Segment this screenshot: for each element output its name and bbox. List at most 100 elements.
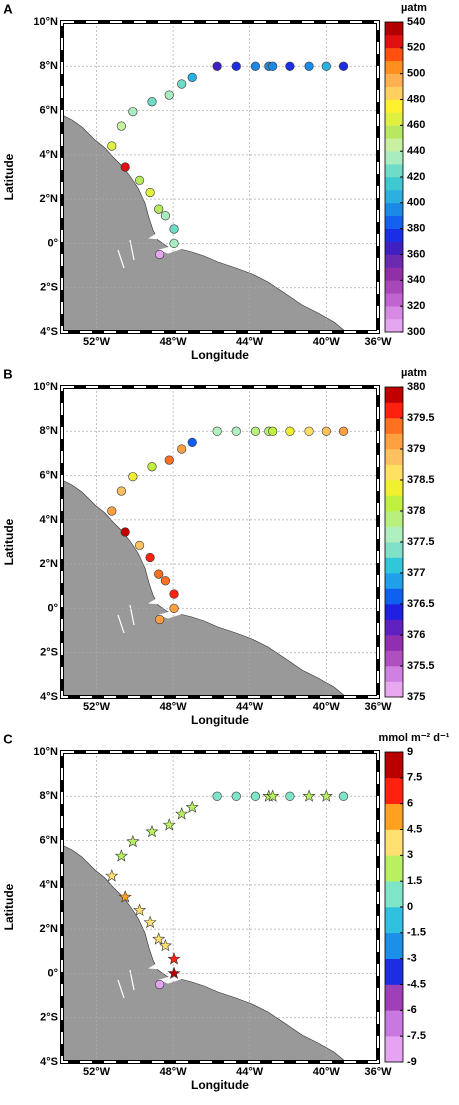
circle-marker	[116, 121, 126, 131]
star-marker	[162, 818, 176, 831]
circle-marker	[145, 552, 155, 563]
colorbar-swatch	[385, 984, 403, 1011]
colorbar-swatch	[385, 151, 403, 165]
circle-marker	[155, 979, 165, 990]
circle-marker	[338, 61, 349, 71]
colorbar-tick-label: 460	[407, 119, 425, 131]
star-marker	[145, 824, 159, 838]
colorbar-tick-label: -1.5	[407, 927, 426, 939]
colorbar-tick-label: 3	[407, 849, 413, 861]
colorbar-tick-label: 376	[407, 629, 425, 641]
colorbar-tick-label: 375	[407, 691, 425, 703]
star-marker	[126, 834, 140, 848]
circle-marker	[338, 426, 349, 436]
circle-marker	[285, 426, 295, 436]
circle-marker	[145, 187, 155, 198]
colorbar-tick-label: 380	[407, 381, 425, 393]
colorbar-tick-label: 0	[407, 901, 413, 913]
star-marker	[133, 903, 147, 916]
star-marker	[185, 800, 199, 813]
colorbar-tick-label: 376.5	[407, 598, 435, 610]
circle-marker	[154, 569, 164, 579]
map-frame	[60, 750, 380, 1064]
circle-marker	[147, 462, 157, 472]
y-axis-label: Latitude	[2, 518, 16, 565]
colorbar-swatch	[385, 464, 403, 481]
y-tick-label: 2°S	[40, 1012, 58, 1024]
y-tick-label: 4°N	[40, 879, 59, 891]
colorbar-tick-label: 400	[407, 197, 425, 209]
y-tick-label: 2°N	[40, 193, 59, 205]
y-axis-label: Latitude	[2, 883, 16, 930]
circle-marker	[321, 61, 331, 71]
colorbar-tick-label: 540	[407, 16, 425, 28]
circle-marker	[134, 540, 145, 550]
colorbar-tick-label: 360	[407, 248, 425, 260]
circle-marker	[128, 107, 138, 117]
circle-marker	[147, 97, 157, 107]
y-tick-label: 10°N	[33, 381, 58, 393]
y-tick-label: 8°N	[40, 790, 59, 802]
circle-marker	[304, 61, 314, 71]
circle-marker	[338, 791, 349, 801]
panel-label: C	[3, 731, 13, 746]
circle-marker	[155, 614, 165, 625]
circle-marker	[304, 426, 314, 436]
colorbar-swatch	[385, 650, 403, 667]
circle-marker	[169, 224, 179, 234]
colorbar-tick-label: 300	[407, 326, 425, 338]
map-frame	[60, 20, 380, 334]
circle-marker	[321, 426, 331, 436]
colorbar-swatch	[385, 47, 403, 62]
circle-marker	[212, 61, 222, 71]
x-tick-label: 36°W	[364, 701, 392, 713]
colorbar-tick-label: 4.5	[407, 823, 422, 835]
circle-marker	[160, 576, 171, 586]
map-panel: 52°W 48°W 44°W 40°W 36°W 10°N 8°N 6°N 4°N 2°N 0° 2°…	[2, 1, 427, 362]
colorbar-tick-label: 375.5	[407, 660, 435, 672]
river-mouth	[117, 231, 182, 269]
colorbar-swatch	[385, 433, 403, 450]
star-marker	[266, 789, 280, 802]
star-marker	[302, 789, 316, 802]
colorbar-label: µatm	[401, 2, 427, 14]
colorbar-tick-label: 500	[407, 68, 425, 80]
colorbar-tick-label: 520	[407, 42, 425, 54]
x-axis-label: Longitude	[191, 713, 249, 727]
star-marker	[319, 789, 333, 802]
colorbar-swatch	[385, 254, 403, 268]
colorbar-swatch	[385, 526, 403, 543]
colorbar-tick-label: 440	[407, 145, 425, 157]
circle-marker	[212, 426, 222, 436]
circle-marker	[268, 61, 278, 71]
x-tick-label: 36°W	[364, 1066, 392, 1078]
y-tick-label: 2°N	[40, 923, 59, 935]
colorbar-tick-label: 377	[407, 567, 425, 579]
colorbar-swatch	[385, 319, 403, 333]
colorbar-swatch	[385, 402, 403, 419]
colorbar-swatch	[385, 267, 403, 281]
colorbar-swatch	[385, 387, 403, 403]
circle-marker	[231, 791, 241, 801]
colorbar-swatch	[385, 881, 403, 908]
colorbar-swatch	[385, 34, 403, 49]
x-tick-label: 52°W	[83, 1066, 111, 1078]
colorbar-swatch	[385, 681, 403, 698]
colorbar-tick-label: 378	[407, 505, 425, 517]
y-tick-label: 2°S	[40, 282, 58, 294]
circle-marker	[268, 426, 278, 436]
colorbar-swatch	[385, 495, 403, 512]
y-tick-label: 4°S	[40, 326, 58, 338]
colorbar-tick-label: 6	[407, 798, 413, 810]
y-tick-label: 0°	[47, 967, 58, 979]
x-tick-label: 44°W	[236, 336, 264, 348]
y-tick-label: 6°N	[40, 104, 59, 116]
y-tick-label: 8°N	[40, 60, 59, 72]
colorbar-swatch	[385, 164, 403, 178]
map-frame	[60, 385, 380, 699]
colorbar-swatch	[385, 752, 403, 779]
colorbar-swatch	[385, 855, 403, 882]
circle-marker	[231, 61, 241, 71]
colorbar-swatch	[385, 480, 403, 496]
